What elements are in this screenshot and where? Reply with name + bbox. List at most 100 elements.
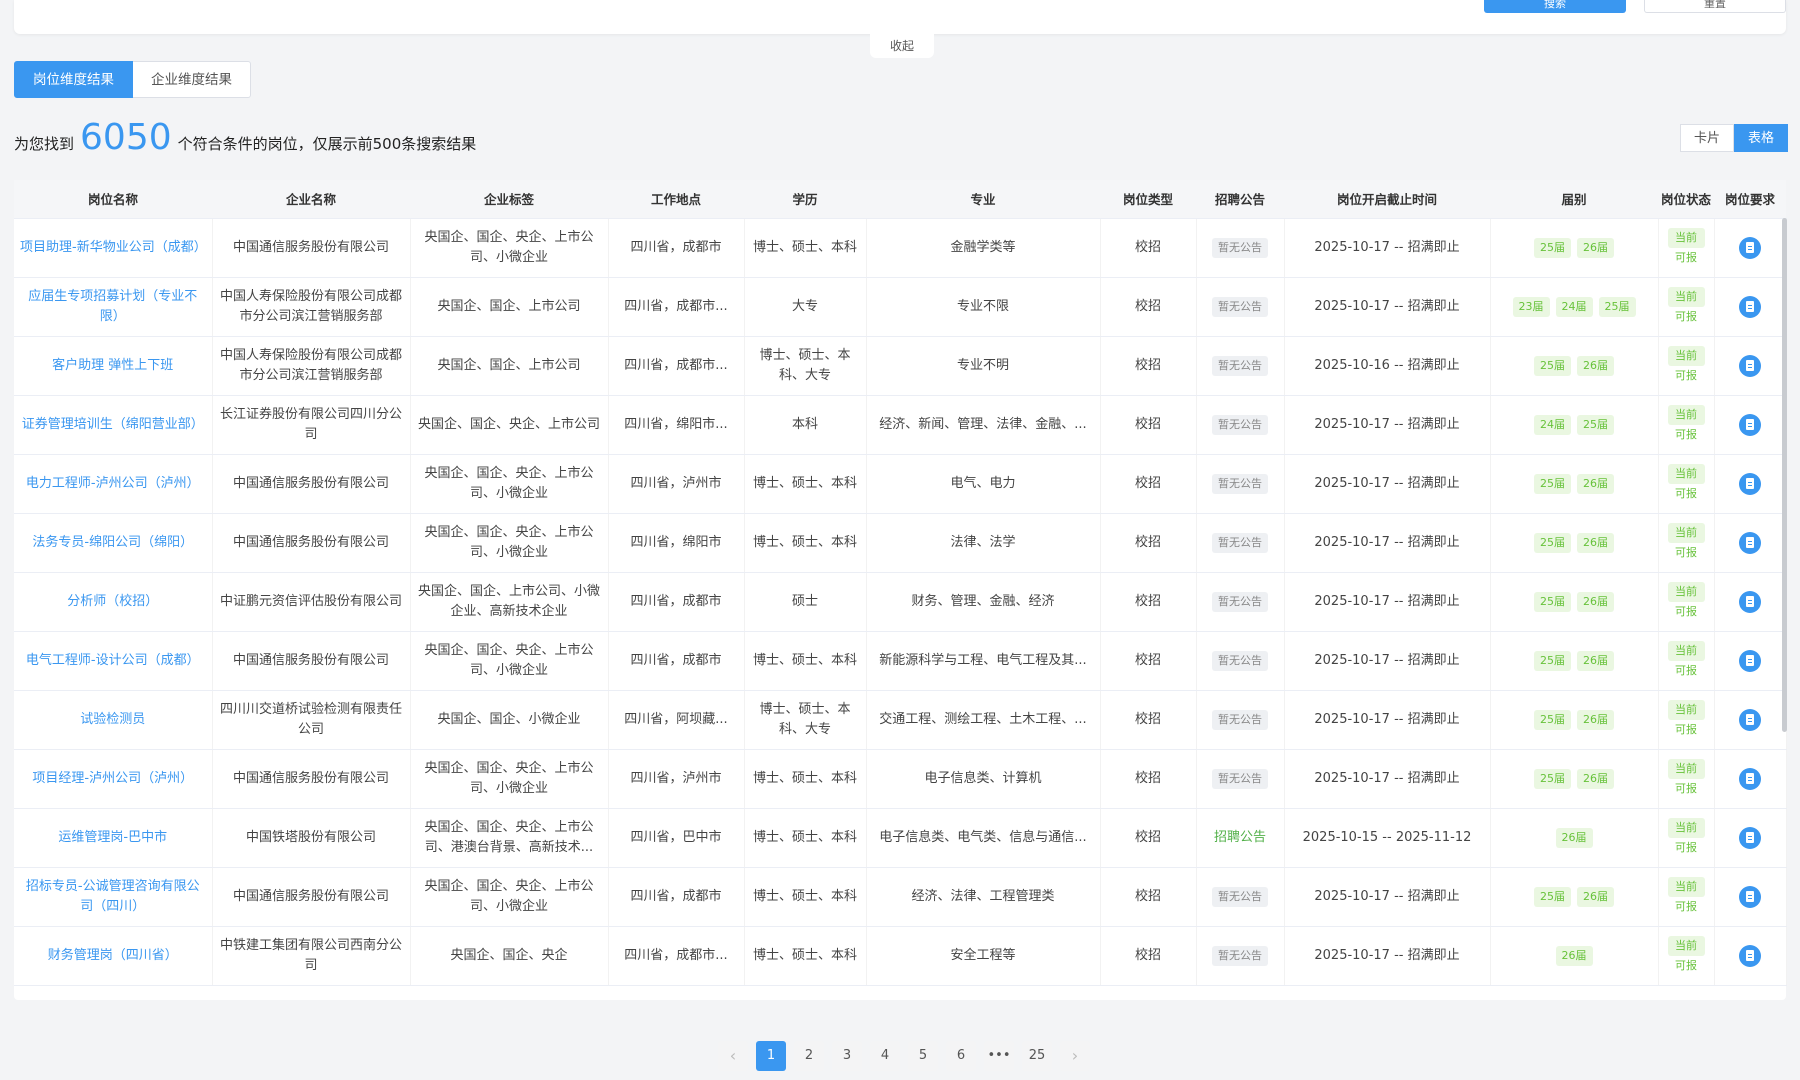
position-name-link[interactable]: 应届生专项招募计划（专业不限）: [28, 288, 198, 324]
document-icon[interactable]: [1739, 944, 1761, 967]
page-button[interactable]: 3: [832, 1041, 862, 1071]
table-row[interactable]: 客户助理 弹性上下班 中国人寿保险股份有限公司成都市分公司滨江营销服务部 央国企、国…: [14, 336, 1787, 396]
document-icon[interactable]: [1739, 236, 1761, 259]
position-name-cell[interactable]: 证券管理培训生（绵阳营业部）: [14, 395, 213, 455]
position-name-cell[interactable]: 客户助理 弹性上下班: [14, 336, 213, 396]
table-view-button[interactable]: 表格: [1734, 124, 1788, 152]
table-row[interactable]: 项目助理-新华物业公司（成都） 中国通信服务股份有限公司 央国企、国企、央企、上市公…: [14, 218, 1787, 278]
document-icon[interactable]: [1739, 885, 1761, 908]
position-name-link[interactable]: 电力工程师-泸州公司（泸州）: [25, 475, 200, 491]
notice-cell: 暂无公告: [1196, 867, 1285, 927]
card-view-button[interactable]: 卡片: [1680, 124, 1734, 152]
notice-link[interactable]: 招聘公告: [1213, 829, 1266, 845]
company-name: 中国通信服务股份有限公司: [232, 888, 389, 904]
table-scrollbar[interactable]: [1782, 218, 1787, 732]
position-name-link[interactable]: 分析师（校招）: [67, 593, 159, 609]
table-row[interactable]: 试验检测员 四川川交道桥试验检测有限责任公司 央国企、国企、小微企业 四川省，阿坝藏.…: [14, 690, 1787, 750]
reset-button[interactable]: 重置: [1644, 0, 1786, 13]
degree-cell: 博士、硕士、本科: [744, 631, 867, 691]
position-name-link[interactable]: 试验检测员: [80, 711, 146, 727]
document-icon[interactable]: [1739, 767, 1761, 790]
table-row[interactable]: 财务管理岗（四川省） 中铁建工集团有限公司西南分公司 央国企、国企、央企 四川省，成都…: [14, 926, 1787, 986]
position-name-cell[interactable]: 电气工程师-设计公司（成都）: [14, 631, 213, 691]
collapse-button[interactable]: 收起: [870, 34, 934, 58]
position-name-link[interactable]: 项目助理-新华物业公司（成都）: [20, 239, 206, 255]
next-page-button[interactable]: ›: [1060, 1041, 1090, 1071]
class-year-badge: 26届: [1577, 591, 1614, 612]
search-button[interactable]: 搜索: [1484, 0, 1626, 13]
class-year-cell: 26届: [1490, 808, 1659, 868]
class-year-cell: 26届: [1490, 926, 1659, 986]
more-pages-button[interactable]: •••: [984, 1041, 1014, 1071]
status-cell: 当前可报: [1658, 218, 1715, 278]
page-button[interactable]: 4: [870, 1041, 900, 1071]
document-icon[interactable]: [1739, 472, 1761, 495]
company-tags-cell: 央国企、国企、央企、上市公司、港澳台背景、高新技术...: [410, 808, 609, 868]
class-year-badge: 25届: [1598, 296, 1636, 317]
page-button[interactable]: 1: [756, 1041, 786, 1071]
major: 法律、法学: [950, 534, 1016, 550]
position-name-link[interactable]: 财务管理岗（四川省）: [47, 947, 178, 963]
class-year-badge: 25届: [1534, 355, 1571, 376]
requirement-cell: [1714, 336, 1787, 396]
table-row[interactable]: 运维管理岗-巴中市 中国铁塔股份有限公司 央国企、国企、央企、上市公司、港澳台背景、…: [14, 808, 1787, 868]
position-name-link[interactable]: 法务专员-绵阳公司（绵阳）: [32, 534, 194, 550]
company-tags: 央国企、国企、央企、上市公司、小微企业: [424, 760, 594, 796]
position-name-link[interactable]: 客户助理 弹性上下班: [52, 357, 174, 373]
table-row[interactable]: 招标专员-公诚管理咨询有限公司（四川） 中国通信服务股份有限公司 央国企、国企、央企…: [14, 867, 1787, 927]
table-row[interactable]: 分析师（校招） 中证鹏元资信评估股份有限公司 央国企、国企、上市公司、小微企业、高新…: [14, 572, 1787, 632]
job-type-cell: 校招: [1100, 572, 1197, 632]
company-name-cell: 中证鹏元资信评估股份有限公司: [212, 572, 411, 632]
notice-cell: 暂无公告: [1196, 690, 1285, 750]
position-name-cell[interactable]: 电力工程师-泸州公司（泸州）: [14, 454, 213, 514]
page-button[interactable]: 25: [1022, 1041, 1052, 1071]
document-icon[interactable]: [1739, 708, 1761, 731]
document-icon[interactable]: [1739, 649, 1761, 672]
position-name-link[interactable]: 电气工程师-设计公司（成都）: [25, 652, 200, 668]
document-icon[interactable]: [1739, 826, 1761, 849]
company-tags: 央国企、国企、上市公司: [437, 357, 581, 373]
prev-page-button[interactable]: ‹: [718, 1041, 748, 1071]
position-name-cell[interactable]: 试验检测员: [14, 690, 213, 750]
status-cell: 当前可报: [1658, 395, 1715, 455]
major-cell: 经济、法律、工程管理类: [866, 867, 1101, 927]
col-company-name-header: 企业名称: [212, 180, 410, 219]
table-row[interactable]: 法务专员-绵阳公司（绵阳） 中国通信服务股份有限公司 央国企、国企、央企、上市公司、…: [14, 513, 1787, 573]
degree-cell: 博士、硕士、本科: [744, 749, 867, 809]
document-icon[interactable]: [1739, 413, 1761, 436]
position-name-link[interactable]: 招标专员-公诚管理咨询有限公司（四川）: [25, 878, 200, 914]
position-name-cell[interactable]: 法务专员-绵阳公司（绵阳）: [14, 513, 213, 573]
table-row[interactable]: 证券管理培训生（绵阳营业部） 长江证券股份有限公司四川分公司 央国企、国企、央企、上…: [14, 395, 1787, 455]
position-name-cell[interactable]: 项目经理-泸州公司（泸州）: [14, 749, 213, 809]
document-icon[interactable]: [1739, 590, 1761, 613]
table-row[interactable]: 项目经理-泸州公司（泸州） 中国通信服务股份有限公司 央国企、国企、央企、上市公司、…: [14, 749, 1787, 809]
position-name-cell[interactable]: 项目助理-新华物业公司（成都）: [14, 218, 213, 278]
status-badge: 当前可报: [1667, 877, 1705, 913]
document-icon[interactable]: [1739, 295, 1761, 318]
table-row[interactable]: 电力工程师-泸州公司（泸州） 中国通信服务股份有限公司 央国企、国企、央企、上市公司…: [14, 454, 1787, 514]
position-name-link[interactable]: 运维管理岗-巴中市: [58, 829, 168, 845]
class-year-badge: 25届: [1534, 473, 1571, 494]
job-type-cell: 校招: [1100, 336, 1197, 396]
table-row[interactable]: 应届生专项招募计划（专业不限） 中国人寿保险股份有限公司成都市分公司滨江营销服务部…: [14, 277, 1787, 337]
position-name-link[interactable]: 证券管理培训生（绵阳营业部）: [21, 416, 204, 432]
document-icon[interactable]: [1739, 531, 1761, 554]
company-name-cell: 中国通信服务股份有限公司: [212, 218, 411, 278]
page-button[interactable]: 6: [946, 1041, 976, 1071]
page-button[interactable]: 2: [794, 1041, 824, 1071]
table-row[interactable]: 电气工程师-设计公司（成都） 中国通信服务股份有限公司 央国企、国企、央企、上市公司…: [14, 631, 1787, 691]
position-name-cell[interactable]: 财务管理岗（四川省）: [14, 926, 213, 986]
position-name-cell[interactable]: 招标专员-公诚管理咨询有限公司（四川）: [14, 867, 213, 927]
page-button[interactable]: 5: [908, 1041, 938, 1071]
tab-position-results[interactable]: 岗位维度结果: [14, 61, 133, 98]
summary-prefix: 为您找到: [14, 135, 75, 153]
class-year-badge: 25届: [1534, 591, 1571, 612]
position-name-link[interactable]: 项目经理-泸州公司（泸州）: [32, 770, 194, 786]
position-name-cell[interactable]: 运维管理岗-巴中市: [14, 808, 213, 868]
tab-company-results[interactable]: 企业维度结果: [133, 61, 251, 98]
major: 财务、管理、金融、经济: [911, 593, 1055, 609]
position-name-cell[interactable]: 应届生专项招募计划（专业不限）: [14, 277, 213, 337]
document-icon[interactable]: [1739, 354, 1761, 377]
major-cell: 经济、新闻、管理、法律、金融、...: [866, 395, 1101, 455]
position-name-cell[interactable]: 分析师（校招）: [14, 572, 213, 632]
